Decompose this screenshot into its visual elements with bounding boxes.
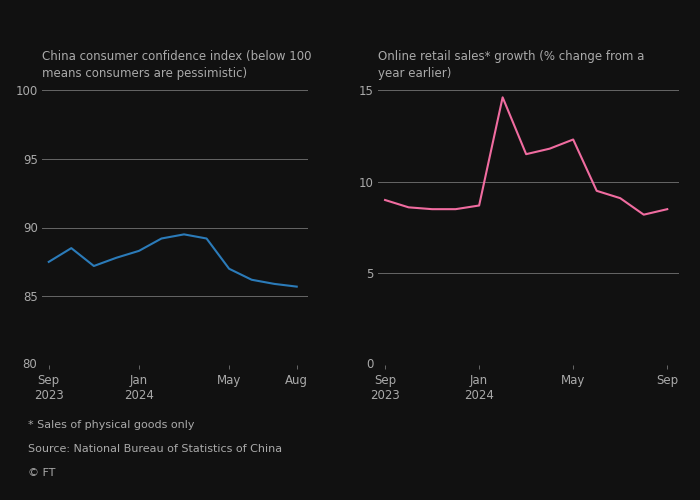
Text: © FT: © FT <box>28 468 55 477</box>
Text: Source: National Bureau of Statistics of China: Source: National Bureau of Statistics of… <box>28 444 282 454</box>
Text: 0: 0 <box>366 358 373 372</box>
Text: * Sales of physical goods only: * Sales of physical goods only <box>28 420 195 430</box>
Text: 80: 80 <box>22 358 38 372</box>
Text: Online retail sales* growth (% change from a
year earlier): Online retail sales* growth (% change fr… <box>378 50 645 80</box>
Text: China consumer confidence index (below 100
means consumers are pessimistic): China consumer confidence index (below 1… <box>42 50 312 80</box>
